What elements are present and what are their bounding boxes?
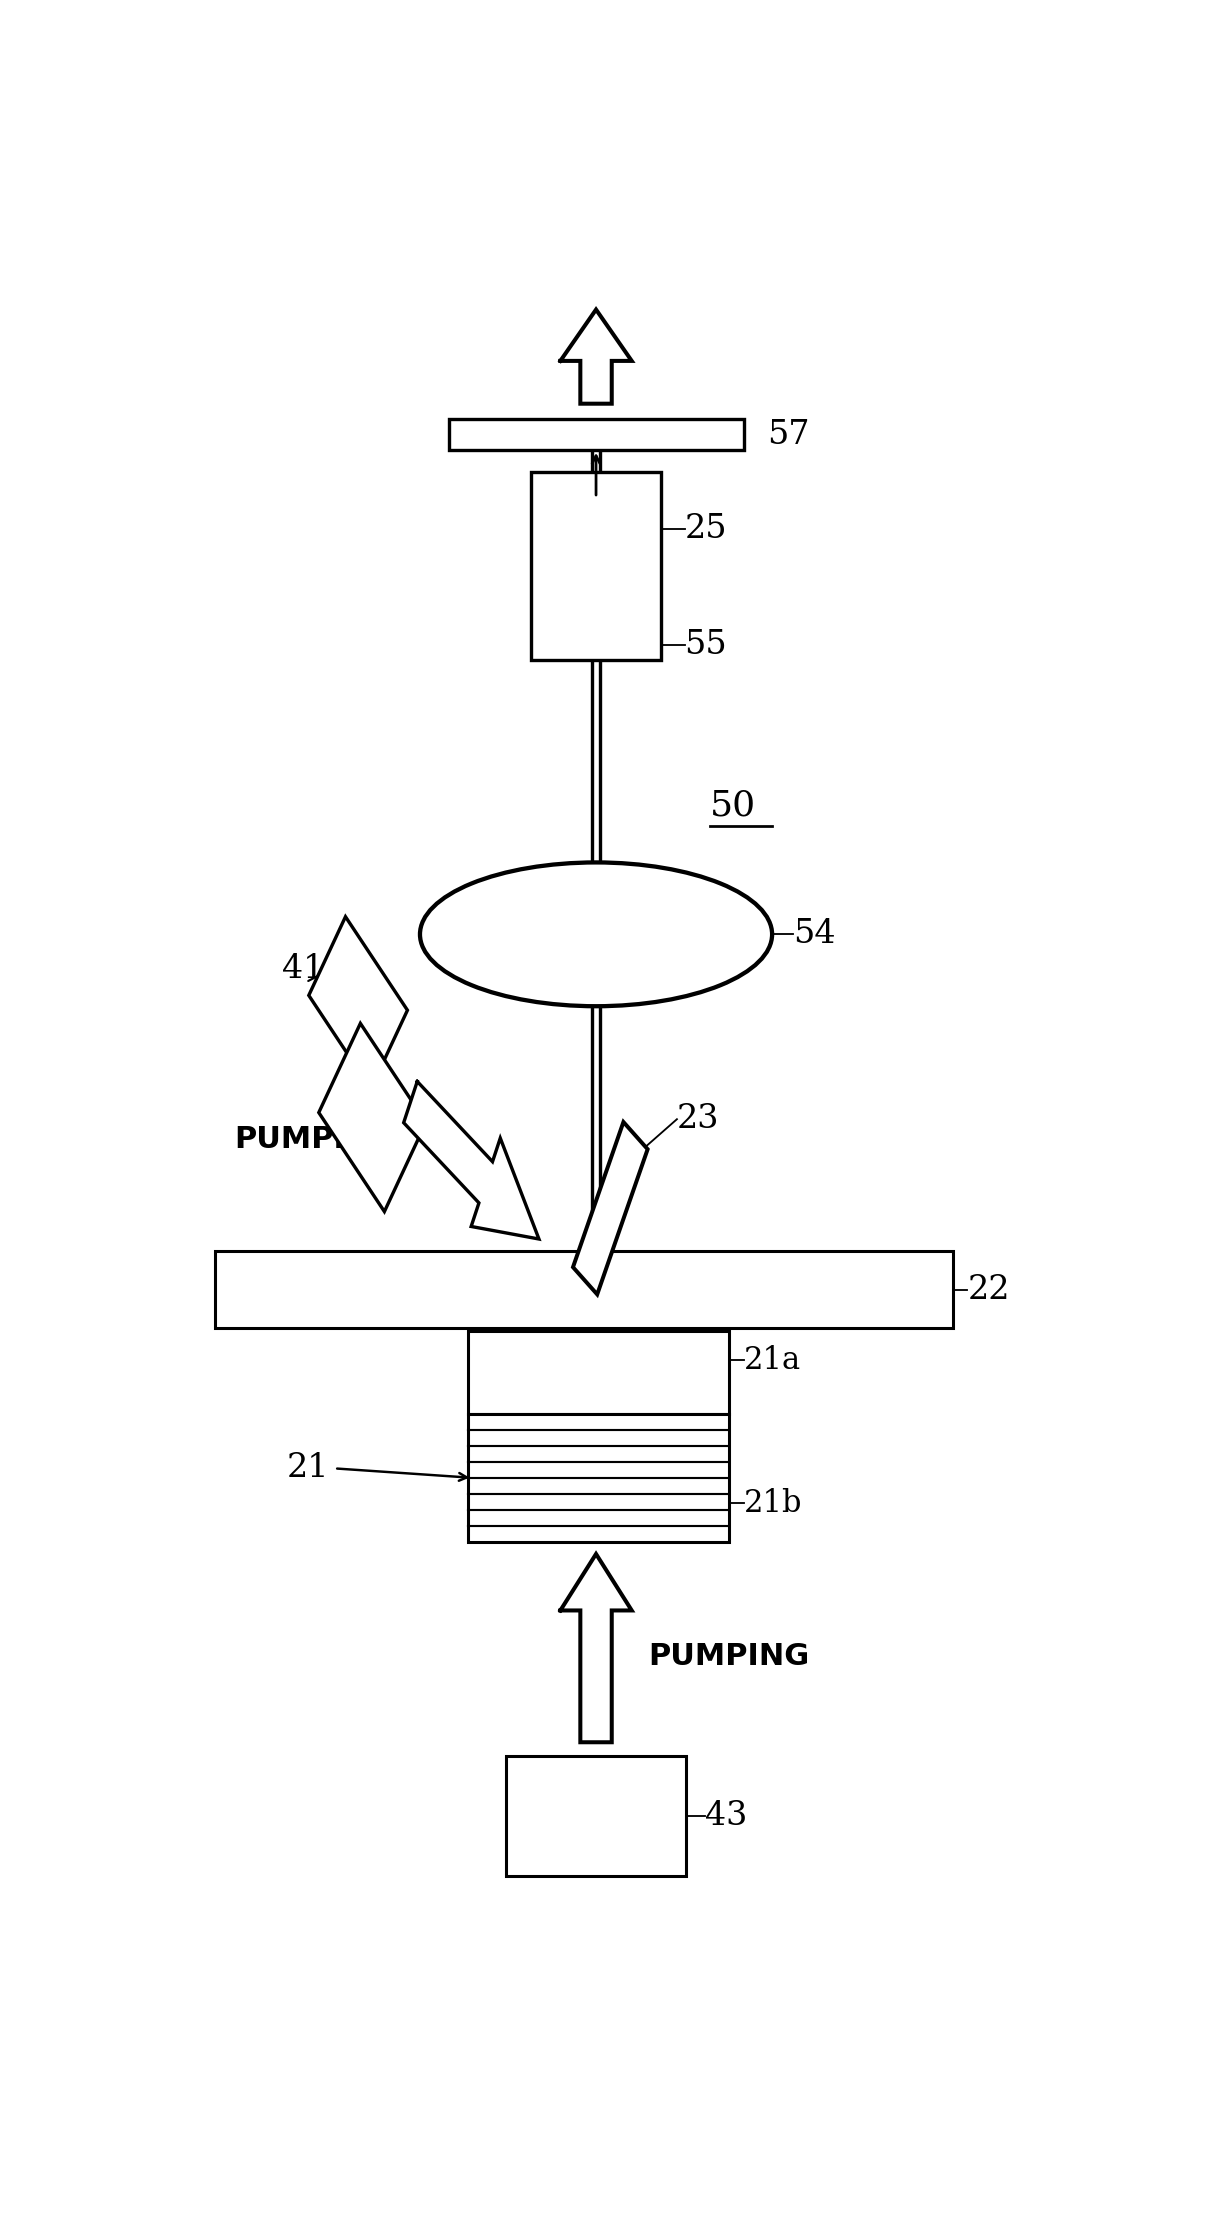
Polygon shape (560, 1554, 631, 1743)
Text: 50: 50 (710, 789, 756, 823)
Bar (308, 916, 408, 1089)
Bar (573, 1123, 647, 1294)
Text: 57: 57 (768, 418, 809, 451)
Bar (448, 420, 744, 449)
Text: PUMPING: PUMPING (235, 1125, 395, 1154)
Text: 25: 25 (684, 514, 727, 545)
Ellipse shape (420, 863, 772, 1007)
Text: 23: 23 (677, 1103, 720, 1136)
Text: 54: 54 (793, 918, 835, 949)
Text: 55: 55 (684, 629, 727, 662)
Bar (319, 1023, 426, 1212)
Bar (215, 1252, 953, 1327)
Polygon shape (404, 1080, 539, 1238)
Text: 21a: 21a (744, 1345, 801, 1376)
Text: 43: 43 (706, 1801, 748, 1832)
Text: 21: 21 (287, 1452, 329, 1485)
Text: 21b: 21b (744, 1487, 802, 1518)
Bar (532, 471, 661, 660)
Polygon shape (560, 309, 631, 405)
Text: 22: 22 (968, 1274, 1009, 1305)
Text: 41: 41 (282, 954, 324, 985)
Text: PUMPING: PUMPING (648, 1643, 809, 1672)
Bar (468, 1414, 729, 1543)
Bar (468, 1332, 729, 1414)
Bar (506, 1756, 686, 1876)
